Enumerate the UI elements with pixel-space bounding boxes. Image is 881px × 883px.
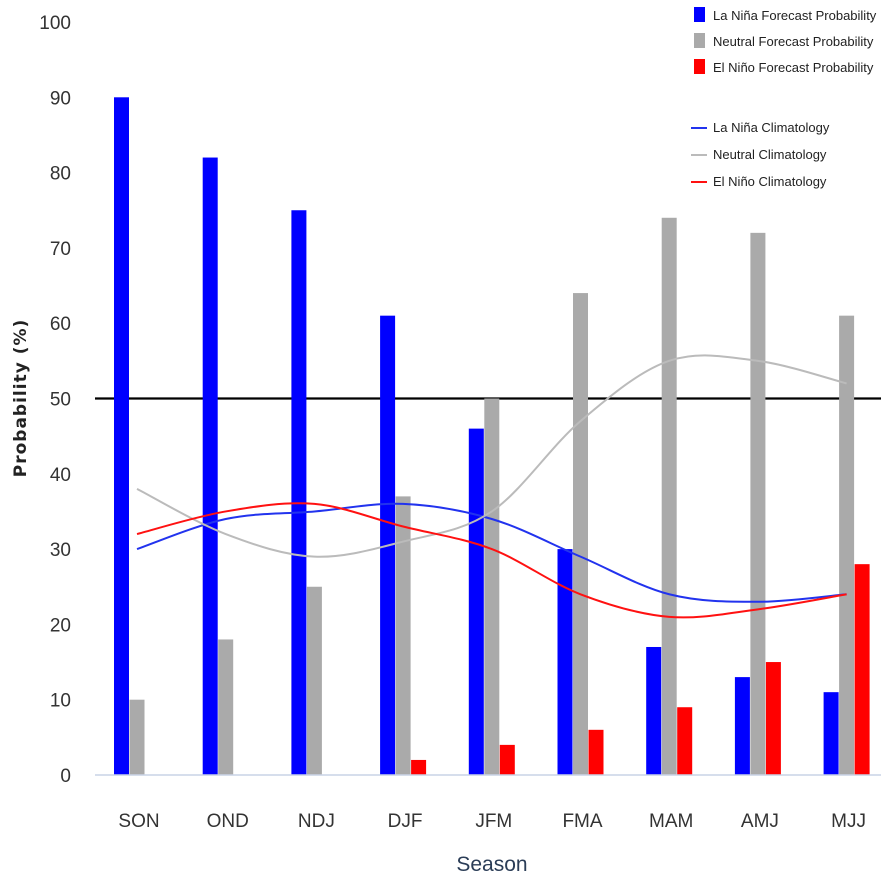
bar-el-nino-fma [588,729,604,775]
legend-label: Neutral Climatology [713,147,827,162]
legend-swatch-neutral-forecast-probability [694,33,705,48]
line-neutral-climatology [136,354,847,558]
y-tick-label: 80 [50,164,71,185]
bar-neutral-amj [750,232,766,776]
bar-neutral-djf [395,496,411,775]
bar-el-nino-jfm [499,744,515,775]
bar-la-nina-ond [202,157,218,776]
x-tick-label: SON [118,811,159,832]
bar-la-nina-ndj [291,210,307,775]
bar-neutral-mjj [839,315,855,775]
legend-swatch-la-nina-forecast-probability [694,7,705,22]
x-axis-title: Season [456,853,527,876]
legend-label: El Niño Climatology [713,174,827,189]
legend-label: La Niña Climatology [713,120,830,135]
x-axis-ticks: SON OND NDJ DJF JFM FMA MAM AMJ MJJ [118,811,866,832]
bar-neutral-mam [661,217,677,775]
x-tick-label: NDJ [298,811,335,832]
y-tick-label: 90 [50,88,71,109]
legend-label: La Niña Forecast Probability [713,8,877,23]
bar-la-nina-son [114,97,129,776]
line-la-nina-climatology [136,502,847,603]
x-tick-label: MJJ [831,811,866,832]
bar-la-nina-amj [734,677,750,775]
bar-neutral-fma [573,293,588,775]
bar-la-nina-mam [646,646,662,775]
bar-la-nina-jfm [468,428,484,775]
legend-swatch-el-nino-forecast-probability [694,59,705,74]
y-axis-ticks: 0 10 20 30 40 50 60 70 80 90 100 [39,13,71,787]
bar-el-nino-mjj [854,564,870,775]
y-tick-label: 20 [50,615,71,636]
bars-group [114,97,870,776]
line-el-nino-climatology [136,502,847,619]
y-tick-label: 50 [50,390,71,411]
x-tick-label: FMA [562,811,602,832]
legend-label: El Niño Forecast Probability [713,60,874,75]
y-axis-title: Probability (%) [11,319,31,478]
bar-neutral-ndj [306,586,322,775]
bar-neutral-jfm [484,398,500,775]
climatology-lines-group [136,354,847,619]
x-tick-label: MAM [649,811,693,832]
y-tick-label: 40 [50,465,71,486]
bar-el-nino-amj [765,662,781,775]
bar-neutral-son [129,699,145,775]
x-tick-label: JFM [475,811,512,832]
y-tick-label: 70 [50,239,71,260]
x-tick-label: OND [207,811,249,832]
legend: La Niña Forecast Probability Neutral Fore… [691,7,877,189]
y-tick-label: 0 [60,766,71,787]
y-tick-label: 10 [50,691,71,712]
y-tick-label: 30 [50,540,71,561]
x-tick-label: AMJ [741,811,779,832]
bar-el-nino-djf [411,759,427,775]
bar-el-nino-mam [677,707,693,775]
bar-neutral-ond [218,639,234,775]
bar-la-nina-fma [557,549,573,775]
y-tick-label: 100 [39,13,71,34]
legend-label: Neutral Forecast Probability [713,34,874,49]
y-tick-label: 60 [50,314,71,335]
bar-la-nina-mjj [823,692,839,775]
x-tick-label: DJF [388,811,423,832]
